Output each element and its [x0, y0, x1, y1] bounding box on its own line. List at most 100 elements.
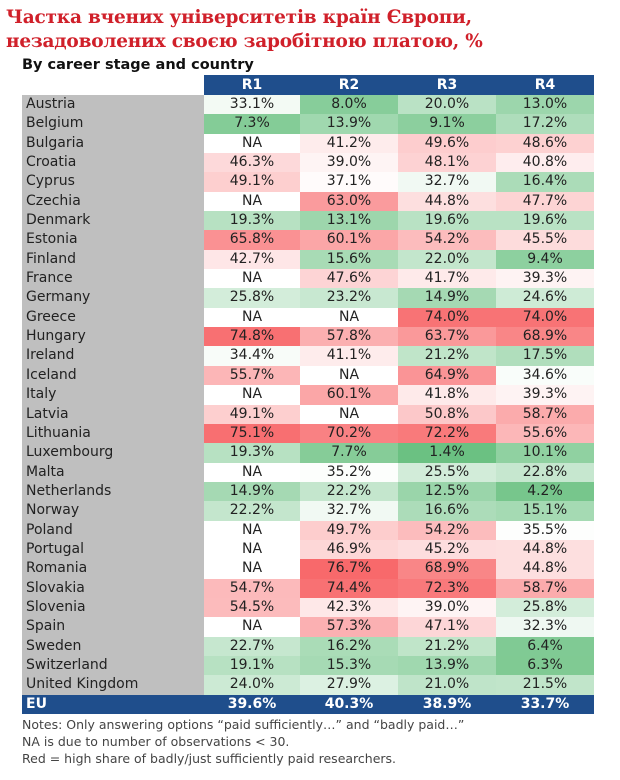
country-label: Portugal	[22, 539, 204, 560]
table-row: Lithuania 75.1% 70.2% 72.2% 55.6%	[22, 423, 594, 444]
chart-subtitle: By career stage and country	[22, 57, 254, 73]
heatmap-cell-r3: 63.7%	[398, 327, 496, 347]
heatmap-cell-r2: 22.2%	[300, 481, 398, 502]
data-rows: Austria 33.1% 8.0% 20.0% 13.0% Belgium 7.3% 13.…	[22, 95, 594, 695]
heatmap-cell-r4: 32.3%	[496, 617, 594, 637]
country-label: Bulgaria	[22, 133, 204, 154]
table-row: Switzerland 19.1% 15.3% 13.9% 6.3%	[22, 655, 594, 676]
heatmap-cell-r3: 20.0%	[398, 95, 496, 115]
heatmap-cell-r3: 50.8%	[398, 404, 496, 424]
heatmap-cell-r1: NA	[204, 462, 300, 482]
table-row: Estonia 65.8% 60.1% 54.2% 45.5%	[22, 230, 594, 250]
heatmap-cell-r4: 35.5%	[496, 520, 594, 540]
heatmap-cell-r3: 14.9%	[398, 288, 496, 308]
column-header-r1: R1	[204, 75, 300, 95]
heatmap-cell-r1: NA	[204, 539, 300, 560]
heatmap-cell-r4: 6.4%	[496, 636, 594, 656]
country-label: Sweden	[22, 636, 204, 656]
eu-value-r1: 39.6%	[227, 695, 277, 712]
heatmap-cell-r2: 39.0%	[300, 153, 398, 173]
country-label: Croatia	[22, 153, 204, 173]
country-label: Norway	[22, 501, 204, 521]
country-label: Latvia	[22, 404, 204, 424]
heatmap-cell-r4: 39.3%	[496, 385, 594, 405]
heatmap-cell-r1: 54.5%	[204, 597, 300, 618]
eu-label: EU	[22, 694, 204, 714]
table-row: Czechia NA 63.0% 44.8% 47.7%	[22, 191, 594, 212]
heatmap-cell-r4: 9.4%	[496, 249, 594, 270]
heatmap-cell-r2: 46.9%	[300, 539, 398, 560]
heatmap-cell-r2: 60.1%	[300, 385, 398, 405]
country-label: Czechia	[22, 191, 204, 212]
heatmap-cell-r1: 42.7%	[204, 249, 300, 270]
heatmap-cell-r2: 37.1%	[300, 172, 398, 192]
heatmap-cell-r1: 54.7%	[204, 578, 300, 598]
heatmap-cell-r3: 45.2%	[398, 539, 496, 560]
heatmap-cell-r3: 19.6%	[398, 211, 496, 231]
heatmap-cell-r3: 47.1%	[398, 617, 496, 637]
table-row: Norway 22.2% 32.7% 16.6% 15.1%	[22, 501, 594, 521]
heatmap-cell-r4: 47.7%	[496, 191, 594, 212]
header-blank	[22, 75, 204, 95]
heatmap-cell-r3: 21.0%	[398, 675, 496, 695]
heatmap-cell-r2: 13.1%	[300, 211, 398, 231]
country-label: Iceland	[22, 365, 204, 386]
heatmap-cell-r2: 74.4%	[300, 578, 398, 598]
table-row: Denmark 19.3% 13.1% 19.6% 19.6%	[22, 211, 594, 231]
country-label: Italy	[22, 385, 204, 405]
country-label: United Kingdom	[22, 675, 204, 695]
heatmap-cell-r4: 13.0%	[496, 95, 594, 115]
table-row: Hungary 74.8% 57.8% 63.7% 68.9%	[22, 327, 594, 347]
heatmap-cell-r3: 16.6%	[398, 501, 496, 521]
column-header-r2: R2	[300, 75, 398, 95]
heatmap-cell-r3: 39.0%	[398, 597, 496, 618]
country-label: Estonia	[22, 230, 204, 250]
heatmap-cell-r3: 54.2%	[398, 520, 496, 540]
heatmap-cell-r1: 22.2%	[204, 501, 300, 521]
heatmap-cell-r2: 8.0%	[300, 95, 398, 115]
heatmap-cell-r2: 63.0%	[300, 191, 398, 212]
table-row: Germany 25.8% 23.2% 14.9% 24.6%	[22, 288, 594, 308]
table-row: Luxembourg 19.3% 7.7% 1.4% 10.1%	[22, 443, 594, 463]
heatmap-cell-r2: 32.7%	[300, 501, 398, 521]
heatmap-cell-r3: 74.0%	[398, 307, 496, 328]
note-line: Red = high share of badly/just sufficien…	[22, 751, 397, 766]
heatmap-cell-r3: 72.2%	[398, 423, 496, 444]
heatmap-cell-r1: NA	[204, 191, 300, 212]
country-label: Germany	[22, 288, 204, 308]
heatmap-cell-r4: 17.5%	[496, 346, 594, 366]
heatmap-cell-r3: 68.9%	[398, 559, 496, 579]
table-row: Austria 33.1% 8.0% 20.0% 13.0%	[22, 95, 594, 115]
table-row: Italy NA 60.1% 41.8% 39.3%	[22, 385, 594, 405]
heatmap-cell-r4: 40.8%	[496, 153, 594, 173]
heatmap-cell-r4: 39.3%	[496, 269, 594, 289]
heatmap-cell-r4: 58.7%	[496, 578, 594, 598]
heatmap-cell-r3: 72.3%	[398, 578, 496, 598]
heatmap-cell-r2: 57.3%	[300, 617, 398, 637]
table-row: Iceland 55.7% NA 64.9% 34.6%	[22, 365, 594, 386]
heatmap-cell-r2: 42.3%	[300, 597, 398, 618]
heatmap-cell-r2: 13.9%	[300, 114, 398, 134]
heatmap-cell-r3: 54.2%	[398, 230, 496, 250]
heatmap-cell-r2: 23.2%	[300, 288, 398, 308]
heatmap-cell-r2: NA	[300, 404, 398, 424]
heatmap-cell-r2: 47.6%	[300, 269, 398, 289]
heatmap-cell-r1: NA	[204, 307, 300, 328]
table-row: France NA 47.6% 41.7% 39.3%	[22, 269, 594, 289]
column-header-r4: R4	[496, 75, 594, 95]
country-label: France	[22, 269, 204, 289]
heatmap-cell-r1: 19.3%	[204, 211, 300, 231]
heatmap-cell-r3: 21.2%	[398, 636, 496, 656]
heatmap-cell-r4: 34.6%	[496, 365, 594, 386]
heatmap-cell-r1: NA	[204, 133, 300, 154]
table-row: United Kingdom 24.0% 27.9% 21.0% 21.5%	[22, 675, 594, 695]
heatmap-cell-r2: 57.8%	[300, 327, 398, 347]
table-row: Cyprus 49.1% 37.1% 32.7% 16.4%	[22, 172, 594, 192]
heatmap-cell-r4: 6.3%	[496, 655, 594, 676]
heatmap-cell-r1: 49.1%	[204, 172, 300, 192]
heatmap-cell-r3: 48.1%	[398, 153, 496, 173]
heatmap-cell-r1: 65.8%	[204, 230, 300, 250]
heatmap-cell-r2: 60.1%	[300, 230, 398, 250]
heatmap-cell-r3: 25.5%	[398, 462, 496, 482]
heatmap-cell-r3: 13.9%	[398, 655, 496, 676]
